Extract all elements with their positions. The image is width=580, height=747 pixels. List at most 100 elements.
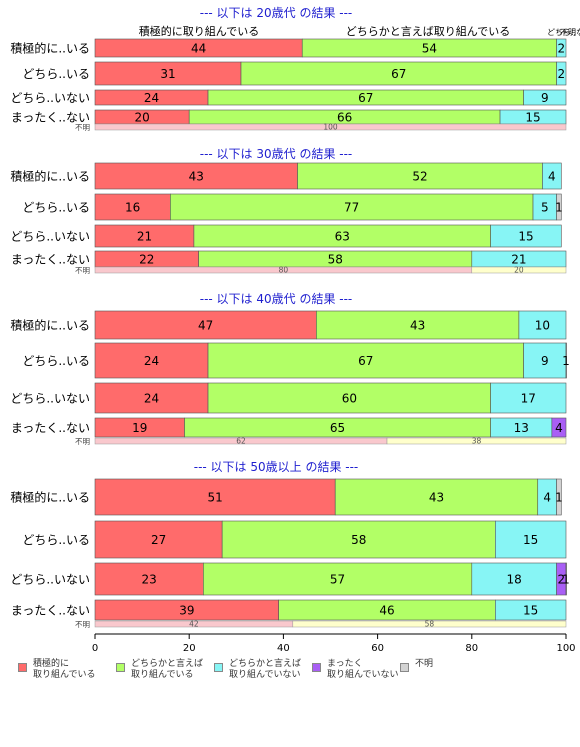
data-label: 1	[562, 354, 570, 368]
category-label: 積極的に..いる	[10, 41, 90, 56]
data-label: 47	[198, 319, 213, 333]
data-label: 51	[207, 491, 222, 505]
bar-segment	[565, 562, 567, 596]
bar-segment	[94, 162, 298, 190]
top-segment-label: 積極的に取り組んでいる	[139, 24, 259, 38]
category-label: 積極的に..いる	[10, 318, 90, 333]
unknown-row-label: 不明	[75, 620, 90, 629]
data-label: 39	[179, 604, 194, 618]
unknown-value-label: 100	[323, 123, 338, 132]
panel-title: --- 以下は 40歳代 の結果 ---	[200, 292, 353, 306]
data-label: 67	[391, 67, 406, 81]
bar-segment	[316, 310, 520, 340]
data-label: 22	[139, 253, 154, 267]
x-tick-label: 100	[556, 643, 575, 654]
data-label: 2	[557, 573, 565, 587]
data-label: 23	[142, 573, 157, 587]
category-label: まったく..ない	[11, 111, 90, 125]
data-label: 66	[337, 111, 352, 125]
category-label: どちら..いる	[22, 67, 90, 81]
top-segment-label: どちら..ない	[547, 28, 580, 37]
data-label: 4	[548, 170, 556, 184]
category-label: 積極的に..いる	[10, 490, 90, 505]
legend-label: 積極的に 取り組んでいる	[33, 659, 96, 680]
legend-item-somewhat-active: どちらかと言えば 取り組んでいる	[116, 659, 203, 681]
data-label: 24	[144, 91, 159, 105]
legend-item-not-at-all: まったく 取り組んでいない	[312, 659, 399, 681]
data-label: 43	[429, 491, 444, 505]
category-label: まったく..ない	[11, 253, 90, 267]
data-label: 77	[344, 201, 359, 215]
bar-segment	[94, 478, 336, 516]
category-label: まったく..ない	[11, 421, 90, 435]
bar-segment	[94, 310, 317, 340]
data-label: 54	[422, 42, 437, 56]
bar-segment	[542, 162, 562, 190]
top-segment-label: どちらかと言えば取り組んでいる	[346, 25, 510, 38]
data-label: 4	[543, 491, 551, 505]
top-segment-label: 不明	[560, 28, 576, 37]
data-label: 24	[144, 392, 159, 406]
unknown-row-label: 不明	[75, 123, 90, 132]
data-label: 1	[562, 573, 570, 587]
data-label: 60	[342, 392, 357, 406]
x-tick-label: 40	[277, 643, 290, 654]
bar-segment	[495, 599, 567, 621]
data-label: 18	[507, 573, 522, 587]
data-label: 58	[328, 253, 343, 267]
category-label: どちら..いる	[22, 354, 90, 368]
bar-segment	[94, 520, 223, 559]
category-label: どちら..いる	[22, 201, 90, 215]
category-label: どちら..いる	[22, 533, 90, 547]
legend-label: どちらかと言えば 取り組んでいない	[229, 659, 302, 680]
data-label: 57	[330, 573, 345, 587]
unknown-value-label: 58	[425, 620, 435, 629]
x-tick-label: 60	[371, 643, 384, 654]
category-label: 積極的に..いる	[10, 169, 90, 184]
data-label: 5	[541, 201, 549, 215]
bar-segment	[94, 342, 209, 379]
data-label: 43	[410, 319, 425, 333]
data-label: 24	[144, 354, 159, 368]
bar-segment	[203, 562, 473, 596]
bar-segment	[207, 342, 524, 379]
data-label: 58	[351, 533, 366, 547]
bar-segment	[207, 382, 491, 414]
unknown-value-label: 38	[472, 437, 482, 446]
data-label: 15	[518, 230, 533, 244]
data-label: 4	[555, 421, 563, 435]
data-label: 15	[523, 533, 538, 547]
bar-segment	[221, 520, 496, 559]
unknown-value-label: 80	[279, 266, 289, 275]
data-label: 52	[412, 170, 427, 184]
data-label: 67	[358, 91, 373, 105]
data-label: 2	[557, 67, 565, 81]
unknown-row-label: 不明	[75, 437, 90, 446]
data-label: 20	[134, 111, 149, 125]
bar-segment	[495, 520, 567, 559]
x-tick-label: 0	[92, 643, 98, 654]
data-label: 15	[525, 111, 540, 125]
legend-swatch	[18, 663, 27, 672]
legend-label: まったく 取り組んでいない	[327, 659, 399, 680]
unknown-segment	[292, 620, 567, 628]
category-label: どちら..いない	[10, 573, 90, 587]
legend-label: どちらかと言えば 取り組んでいる	[131, 659, 204, 680]
unknown-segment	[471, 266, 567, 274]
data-label: 19	[132, 421, 147, 435]
data-label: 16	[125, 201, 140, 215]
bar-segment	[556, 38, 567, 58]
category-label: まったく..ない	[11, 604, 90, 618]
bar-segment	[490, 382, 567, 414]
data-label: 9	[541, 91, 549, 105]
unknown-value-label: 20	[514, 266, 524, 275]
bar-segment	[556, 61, 567, 86]
data-label: 17	[521, 392, 536, 406]
bar-segment	[518, 310, 567, 340]
data-label: 63	[335, 230, 350, 244]
unknown-value-label: 42	[189, 620, 199, 629]
bar-segment	[523, 342, 567, 379]
data-label: 21	[511, 253, 526, 267]
unknown-row-label: 不明	[75, 266, 90, 275]
data-label: 1	[555, 491, 563, 505]
